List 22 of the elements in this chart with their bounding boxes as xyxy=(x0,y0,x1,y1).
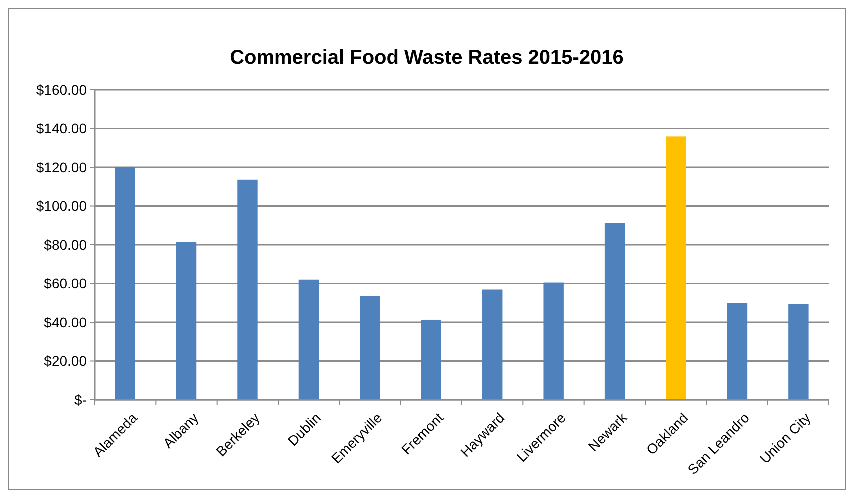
y-tick-label: $- xyxy=(74,392,88,408)
y-tick-label: $120.00 xyxy=(36,159,88,176)
y-tick-label: $140.00 xyxy=(36,120,88,137)
y-tick-label: $160.00 xyxy=(36,82,88,98)
bar xyxy=(421,320,442,400)
y-tick-label: $20.00 xyxy=(44,353,88,370)
bar xyxy=(238,180,258,400)
y-tick-label: $40.00 xyxy=(44,314,88,330)
bar xyxy=(115,168,136,400)
bar xyxy=(604,223,626,400)
bar xyxy=(298,280,320,400)
bar xyxy=(176,242,197,400)
bar xyxy=(788,304,809,400)
bar xyxy=(544,282,564,400)
bar xyxy=(727,303,748,400)
chart-title: Commercial Food Waste Rates 2015-2016 xyxy=(230,47,624,69)
bar xyxy=(360,296,380,400)
bar xyxy=(482,290,503,400)
y-tick-label: $80.00 xyxy=(44,236,88,253)
y-tick-label: $100.00 xyxy=(36,198,88,214)
bar xyxy=(666,136,686,400)
y-tick-label: $60.00 xyxy=(44,276,88,292)
